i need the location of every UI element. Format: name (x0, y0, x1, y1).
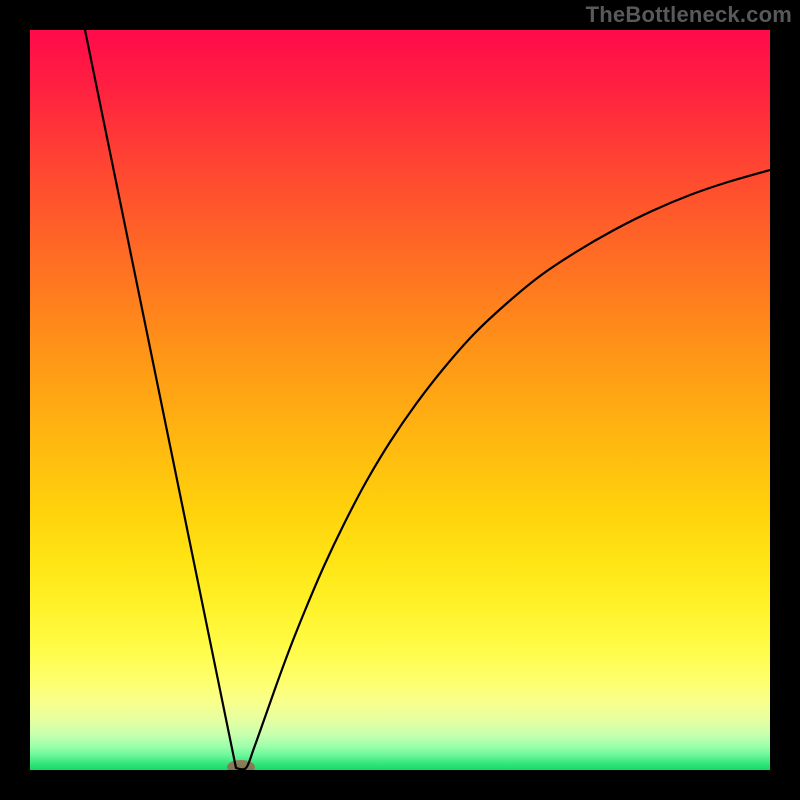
bottleneck-chart (0, 0, 800, 800)
plot-gradient-area (30, 30, 770, 770)
chart-container: TheBottleneck.com (0, 0, 800, 800)
watermark-text: TheBottleneck.com (586, 2, 792, 28)
